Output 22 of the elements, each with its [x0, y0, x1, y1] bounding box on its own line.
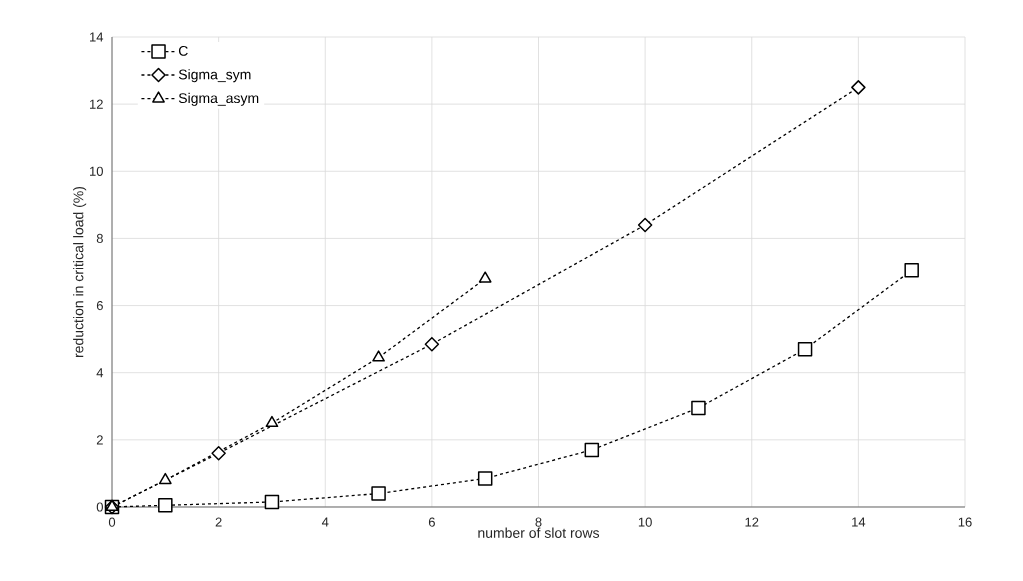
- y-tick-label: 12: [90, 99, 103, 109]
- x-tick-label: 8: [535, 517, 542, 527]
- x-tick-label: 16: [958, 517, 972, 527]
- x-tick-label: 12: [745, 517, 759, 527]
- x-tick-label: 4: [321, 517, 329, 527]
- y-tick-label: 8: [96, 233, 103, 244]
- y-tick-label: 2: [96, 435, 103, 445]
- y-tick-label: 4: [96, 368, 104, 378]
- x-tick-label: 2: [215, 517, 222, 527]
- x-tick-label: 10: [638, 517, 652, 527]
- y-axis-title: reduction in critical load (%): [73, 186, 87, 358]
- y-tick-label: 10: [90, 166, 103, 176]
- y-tick-label: 0: [96, 502, 103, 512]
- legend-label: Sigma_sym: [178, 69, 251, 83]
- x-axis-title: number of slot rows: [478, 527, 600, 538]
- legend-label: C: [178, 45, 188, 56]
- x-tick-label: 14: [852, 517, 866, 527]
- x-tick-label: 6: [428, 517, 435, 527]
- y-tick-label: 6: [96, 300, 103, 311]
- legend-label: Sigma_asym: [178, 92, 259, 106]
- x-tick-label: 0: [108, 517, 116, 527]
- y-tick-label: 14: [90, 32, 104, 42]
